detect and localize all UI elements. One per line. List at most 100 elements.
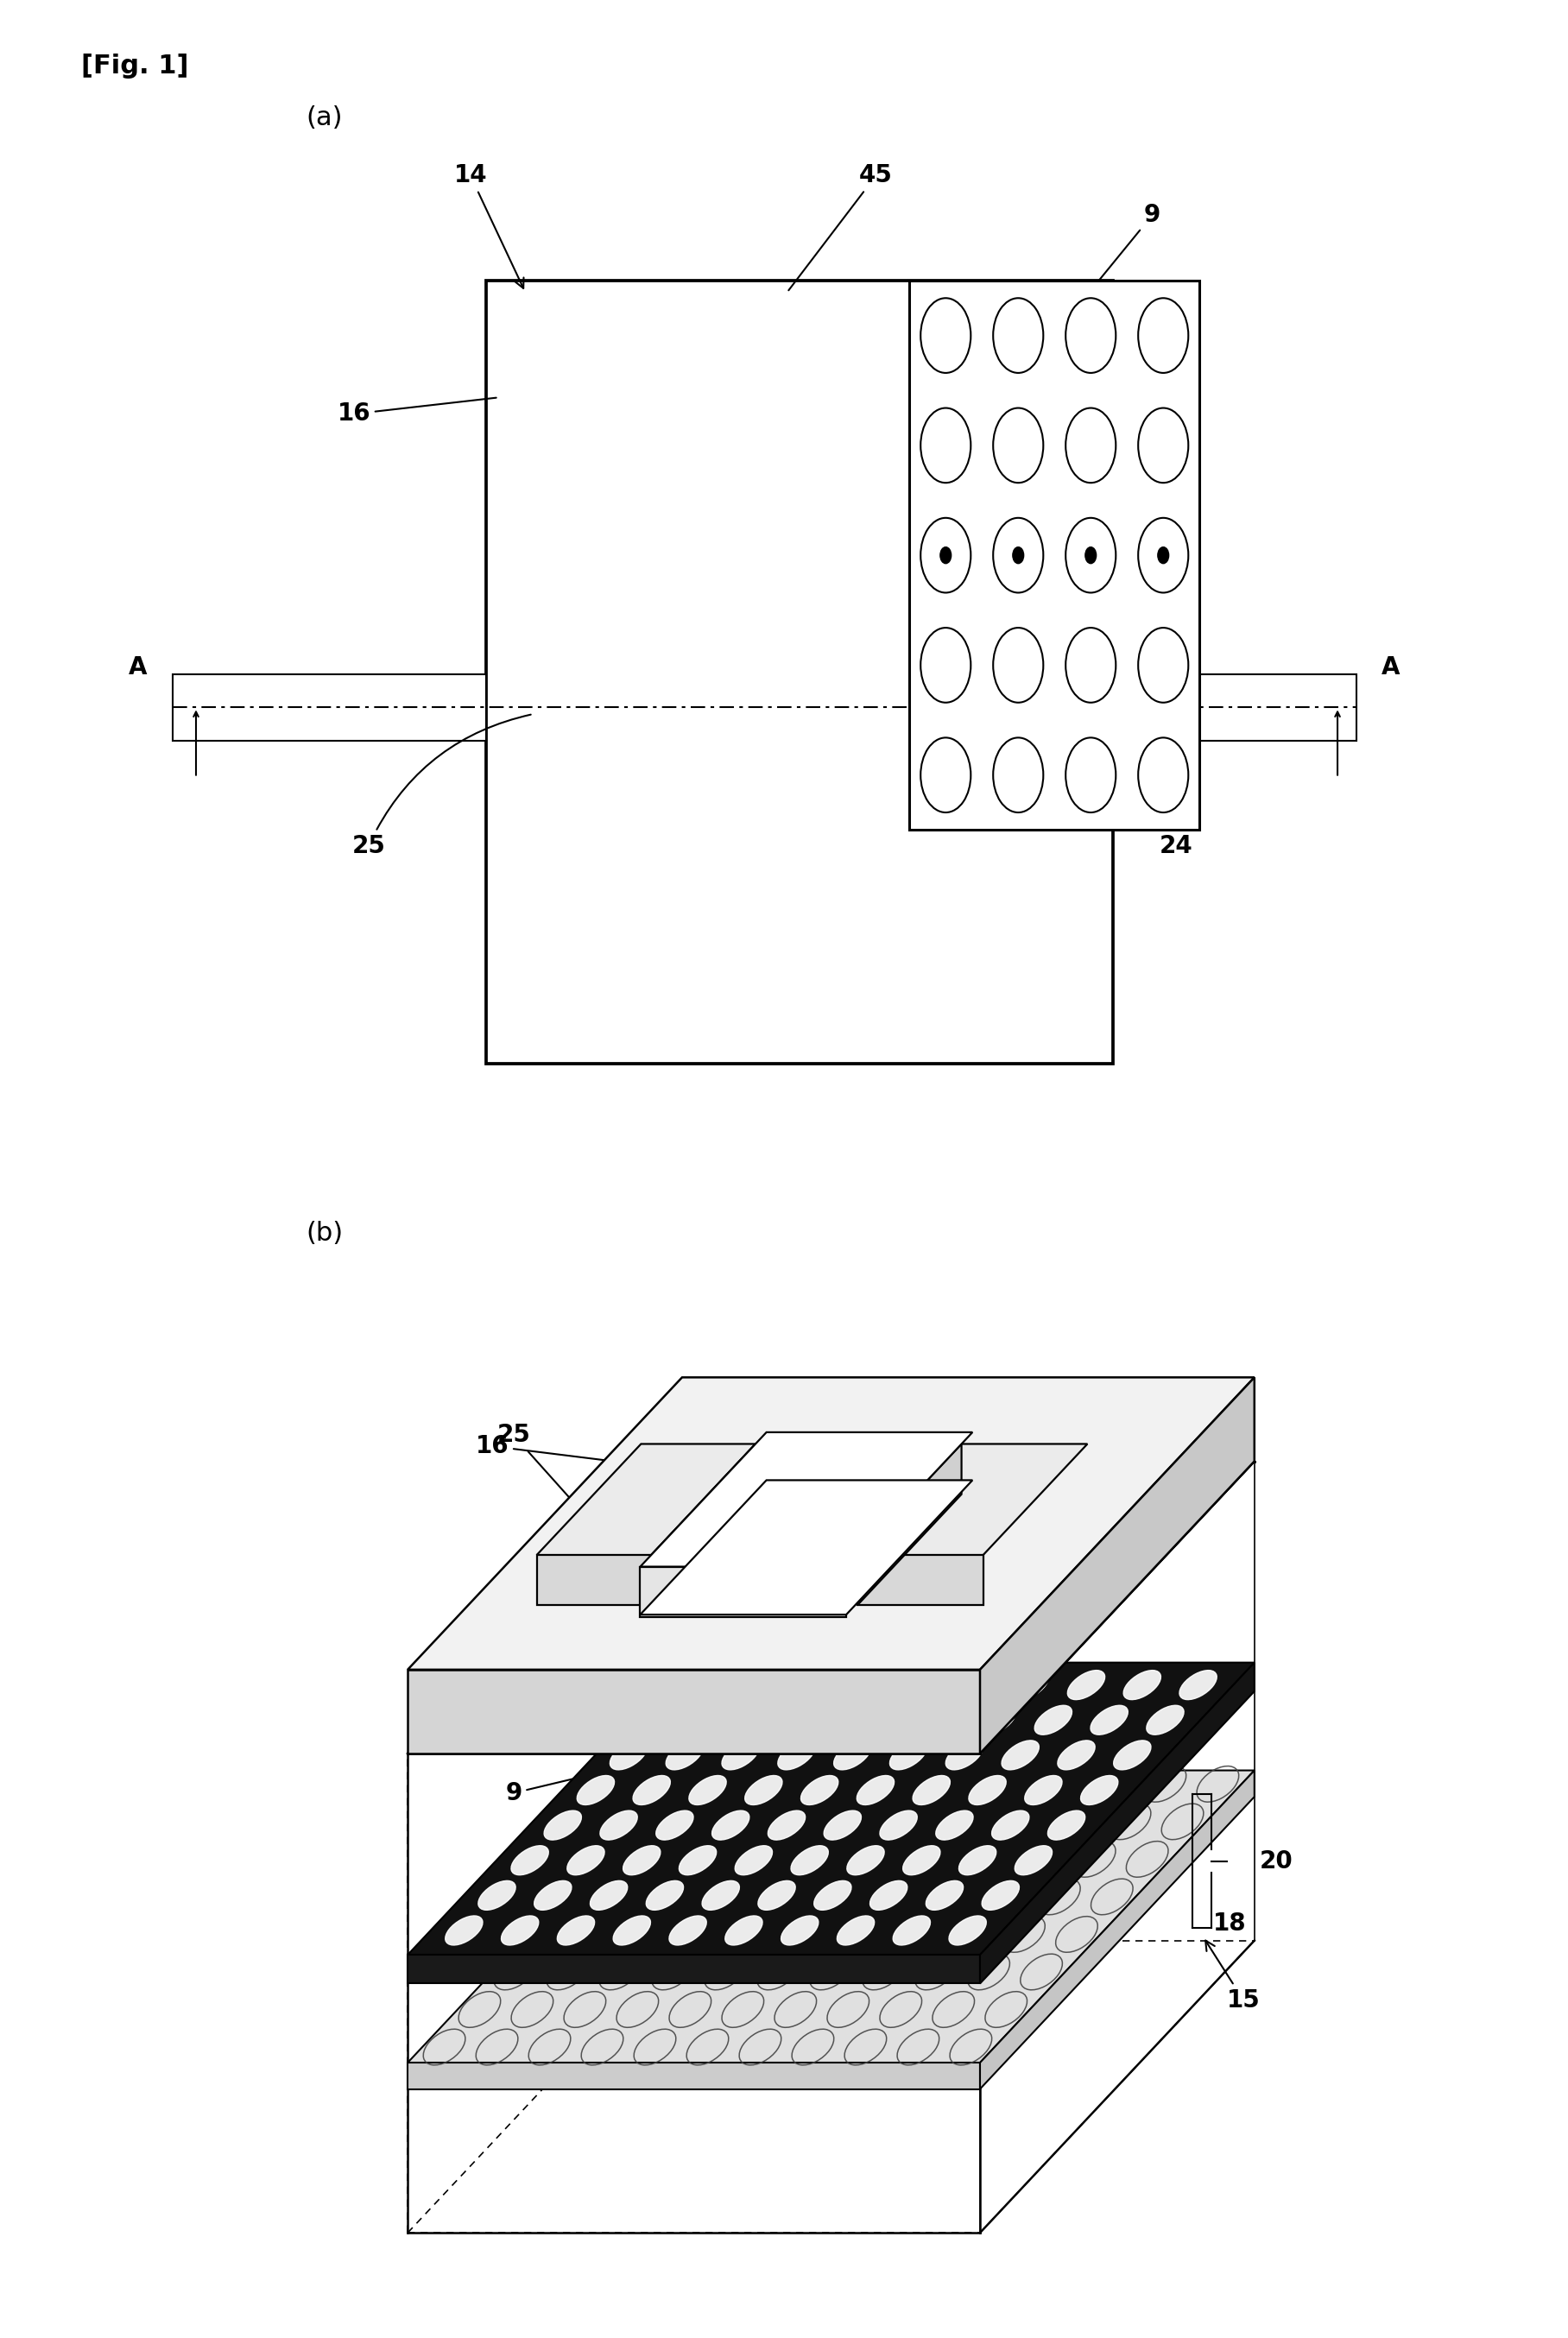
Ellipse shape bbox=[969, 1775, 1007, 1805]
Ellipse shape bbox=[732, 1669, 770, 1700]
Ellipse shape bbox=[535, 1880, 572, 1910]
Ellipse shape bbox=[801, 1775, 839, 1805]
Polygon shape bbox=[980, 1662, 1254, 1983]
Circle shape bbox=[1066, 407, 1116, 482]
Polygon shape bbox=[408, 1662, 1254, 1955]
Ellipse shape bbox=[978, 1704, 1016, 1735]
Ellipse shape bbox=[1068, 1669, 1105, 1700]
Circle shape bbox=[993, 739, 1043, 811]
Circle shape bbox=[1013, 547, 1024, 563]
Circle shape bbox=[1085, 547, 1096, 563]
Ellipse shape bbox=[922, 1704, 960, 1735]
Ellipse shape bbox=[670, 1915, 707, 1945]
Polygon shape bbox=[408, 1770, 1254, 2062]
Polygon shape bbox=[858, 1445, 1088, 1555]
Ellipse shape bbox=[646, 1880, 684, 1910]
Ellipse shape bbox=[1179, 1669, 1217, 1700]
Ellipse shape bbox=[991, 1810, 1029, 1840]
Ellipse shape bbox=[925, 1880, 963, 1910]
Ellipse shape bbox=[633, 1775, 671, 1805]
Text: (b): (b) bbox=[306, 1220, 343, 1246]
Circle shape bbox=[941, 547, 952, 563]
Text: 25: 25 bbox=[497, 1424, 607, 1538]
Ellipse shape bbox=[712, 1810, 750, 1840]
Polygon shape bbox=[980, 1770, 1254, 2090]
Ellipse shape bbox=[735, 1845, 773, 1875]
Circle shape bbox=[993, 407, 1043, 482]
Ellipse shape bbox=[837, 1915, 875, 1945]
Ellipse shape bbox=[867, 1704, 905, 1735]
Ellipse shape bbox=[1123, 1669, 1160, 1700]
Circle shape bbox=[1138, 739, 1189, 811]
Ellipse shape bbox=[544, 1810, 582, 1840]
Ellipse shape bbox=[1090, 1704, 1127, 1735]
Ellipse shape bbox=[811, 1704, 848, 1735]
Ellipse shape bbox=[688, 1775, 726, 1805]
Circle shape bbox=[993, 627, 1043, 701]
Ellipse shape bbox=[1080, 1775, 1118, 1805]
Ellipse shape bbox=[1057, 1739, 1094, 1770]
Ellipse shape bbox=[768, 1810, 806, 1840]
Text: [Fig. 1]: [Fig. 1] bbox=[82, 54, 190, 79]
Ellipse shape bbox=[900, 1669, 938, 1700]
Ellipse shape bbox=[778, 1739, 815, 1770]
Polygon shape bbox=[408, 2062, 980, 2090]
Polygon shape bbox=[640, 1566, 847, 1618]
Ellipse shape bbox=[1047, 1810, 1085, 1840]
Text: A: A bbox=[1381, 655, 1400, 680]
Polygon shape bbox=[640, 1433, 972, 1566]
Circle shape bbox=[920, 407, 971, 482]
Bar bbox=[486, 281, 1113, 1064]
Polygon shape bbox=[408, 1955, 980, 1983]
Ellipse shape bbox=[955, 1669, 993, 1700]
Circle shape bbox=[1066, 519, 1116, 592]
Text: 9: 9 bbox=[1091, 203, 1160, 290]
Bar bbox=[1113, 673, 1356, 741]
Ellipse shape bbox=[1011, 1669, 1049, 1700]
Ellipse shape bbox=[643, 1704, 681, 1735]
Polygon shape bbox=[536, 1445, 756, 1555]
Ellipse shape bbox=[982, 1880, 1019, 1910]
Circle shape bbox=[920, 627, 971, 701]
Ellipse shape bbox=[1002, 1739, 1040, 1770]
Ellipse shape bbox=[949, 1915, 986, 1945]
Text: 9: 9 bbox=[505, 1765, 629, 1805]
Text: 19: 19 bbox=[1214, 1770, 1247, 1796]
Ellipse shape bbox=[903, 1845, 941, 1875]
Ellipse shape bbox=[613, 1915, 651, 1945]
Ellipse shape bbox=[666, 1739, 704, 1770]
Ellipse shape bbox=[892, 1915, 930, 1945]
Ellipse shape bbox=[754, 1704, 792, 1735]
Ellipse shape bbox=[913, 1775, 950, 1805]
Ellipse shape bbox=[568, 1845, 605, 1875]
Ellipse shape bbox=[889, 1739, 927, 1770]
Text: 45: 45 bbox=[789, 164, 892, 290]
Text: 16: 16 bbox=[337, 397, 495, 426]
Ellipse shape bbox=[511, 1845, 549, 1875]
Circle shape bbox=[920, 519, 971, 592]
Ellipse shape bbox=[847, 1845, 884, 1875]
Circle shape bbox=[920, 297, 971, 372]
Ellipse shape bbox=[1035, 1704, 1073, 1735]
Ellipse shape bbox=[856, 1775, 894, 1805]
Circle shape bbox=[993, 519, 1043, 592]
Ellipse shape bbox=[1024, 1775, 1062, 1805]
Ellipse shape bbox=[724, 1915, 762, 1945]
Text: 24: 24 bbox=[1076, 715, 1193, 858]
Ellipse shape bbox=[946, 1739, 983, 1770]
Ellipse shape bbox=[445, 1915, 483, 1945]
Ellipse shape bbox=[590, 1880, 627, 1910]
Polygon shape bbox=[408, 1377, 1254, 1669]
Circle shape bbox=[1157, 547, 1168, 563]
Text: 20: 20 bbox=[1261, 1849, 1294, 1873]
Ellipse shape bbox=[478, 1880, 516, 1910]
Circle shape bbox=[1066, 627, 1116, 701]
Text: 14: 14 bbox=[453, 164, 524, 288]
Ellipse shape bbox=[834, 1739, 872, 1770]
Ellipse shape bbox=[601, 1810, 638, 1840]
Ellipse shape bbox=[1113, 1739, 1151, 1770]
Ellipse shape bbox=[721, 1739, 759, 1770]
Ellipse shape bbox=[844, 1669, 881, 1700]
Text: (a): (a) bbox=[306, 105, 342, 131]
Ellipse shape bbox=[757, 1880, 795, 1910]
